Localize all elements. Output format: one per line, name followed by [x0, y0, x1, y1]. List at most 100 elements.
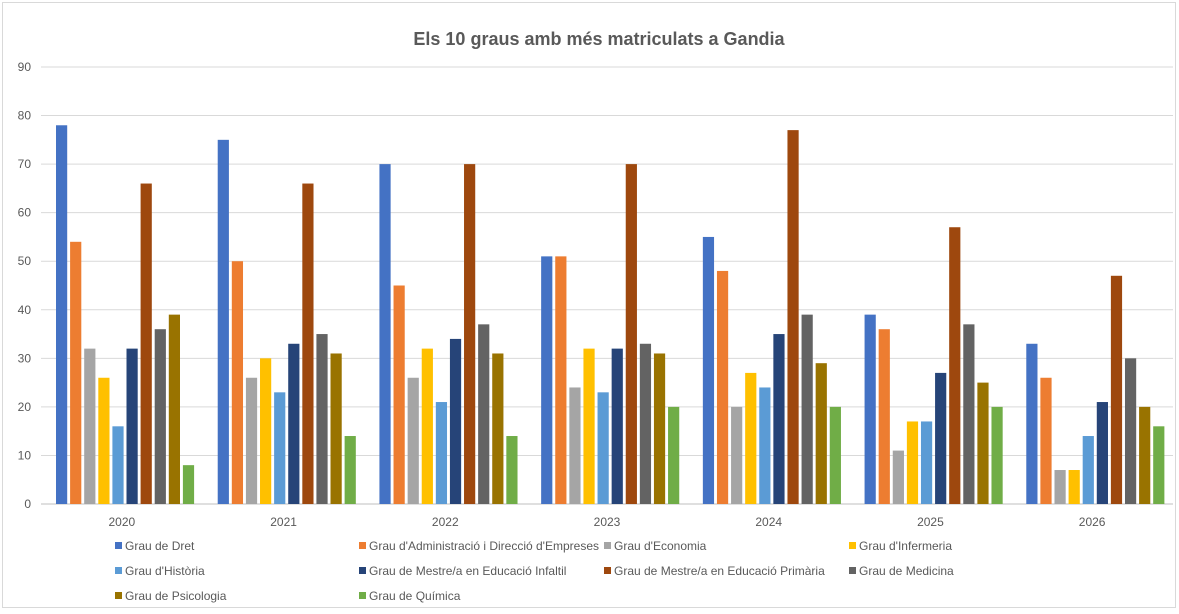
bar	[668, 406, 680, 504]
legend-swatch	[604, 567, 611, 574]
bar	[878, 329, 890, 504]
bar	[330, 353, 342, 504]
bar	[541, 256, 553, 504]
legend-item: Grau de Química	[359, 589, 461, 603]
bar	[492, 353, 504, 504]
bar	[274, 392, 286, 504]
bar	[245, 377, 258, 504]
bar	[379, 164, 391, 504]
bar	[653, 353, 666, 504]
y-tick-label: 30	[18, 351, 32, 365]
bar	[56, 125, 68, 505]
bar	[759, 387, 771, 504]
bar	[1068, 470, 1080, 504]
bar	[478, 324, 490, 504]
y-tick-label: 80	[18, 109, 32, 123]
bar	[991, 406, 1003, 504]
bar	[126, 348, 138, 504]
legend-swatch	[359, 592, 366, 599]
legend-label: Grau de Medicina	[859, 564, 954, 578]
legend-swatch	[359, 542, 366, 549]
bar	[302, 183, 314, 505]
legend-label: Grau de Mestre/a en Educació Primària	[614, 564, 825, 578]
bar	[639, 343, 652, 504]
bar	[1026, 343, 1038, 504]
bar	[1054, 470, 1066, 504]
y-tick-label: 60	[18, 206, 32, 220]
legend-item: Grau de Medicina	[849, 564, 954, 578]
legend-label: Grau de Psicologia	[125, 589, 227, 603]
bar	[344, 436, 356, 504]
bar	[1040, 377, 1052, 504]
bar	[140, 183, 152, 505]
x-tick-label: 2021	[270, 515, 297, 529]
legend-item: Grau de Mestre/a en Educació Primària	[604, 564, 825, 578]
bar	[260, 358, 272, 504]
legend-item: Grau d'Història	[115, 564, 205, 578]
legend-item: Grau d'Economia	[604, 539, 707, 553]
bar	[949, 227, 961, 504]
bar	[1153, 426, 1165, 504]
bar	[112, 426, 124, 504]
bar	[70, 241, 82, 505]
bar	[217, 139, 229, 505]
legend-label: Grau de Dret	[125, 539, 195, 553]
bar	[1124, 358, 1137, 504]
y-tick-label: 50	[18, 254, 32, 268]
y-tick-label: 70	[18, 157, 32, 171]
bar	[864, 314, 876, 504]
bar	[288, 343, 300, 504]
bar	[815, 363, 827, 504]
y-tick-label: 90	[18, 60, 32, 74]
y-tick-label: 0	[24, 497, 31, 511]
chart-title: Els 10 graus amb més matriculats a Gandi…	[413, 29, 785, 49]
bar	[625, 164, 637, 504]
x-tick-label: 2026	[1079, 515, 1106, 529]
legend-label: Grau de Mestre/a en Educació Infaltil	[369, 564, 566, 578]
bar	[555, 256, 567, 504]
x-tick-label: 2020	[109, 515, 136, 529]
bar	[84, 348, 96, 504]
bar	[745, 372, 757, 504]
bar	[435, 402, 448, 504]
bar-chart: Els 10 graus amb més matriculats a Gandi…	[18, 29, 1173, 603]
x-tick-label: 2023	[594, 515, 621, 529]
bars	[56, 125, 1165, 505]
legend-swatch	[849, 567, 856, 574]
y-tick-label: 40	[18, 303, 32, 317]
bar	[731, 406, 743, 504]
bar	[935, 372, 947, 504]
legend-swatch	[115, 542, 122, 549]
legend-label: Grau d'Infermeria	[859, 539, 952, 553]
bar	[569, 387, 581, 504]
bar	[449, 338, 462, 504]
legend-swatch	[359, 567, 366, 574]
bar	[421, 348, 433, 504]
bar	[1139, 406, 1151, 504]
bar	[597, 392, 609, 504]
bar	[787, 130, 799, 504]
x-axis-tick-labels: 2020 2021 2022 2023 2024 2025 2026	[109, 515, 1106, 529]
bar	[977, 382, 989, 504]
legend-label: Grau d'Administració i Direcció d'Empres…	[369, 539, 599, 553]
bar	[98, 377, 110, 504]
bar	[906, 421, 919, 504]
x-tick-label: 2022	[432, 515, 459, 529]
legend-item: Grau d'Administració i Direcció d'Empres…	[359, 539, 599, 553]
bar	[702, 236, 715, 504]
bar	[963, 324, 975, 504]
bar	[583, 348, 595, 504]
bar	[168, 314, 180, 504]
legend-item: Grau de Dret	[115, 539, 195, 553]
bar	[1096, 402, 1108, 504]
gridlines	[41, 66, 1173, 505]
bar	[611, 348, 623, 504]
bar	[182, 465, 195, 504]
bar	[892, 450, 904, 504]
x-tick-label: 2025	[917, 515, 944, 529]
bar	[407, 377, 419, 504]
legend-item: Grau d'Infermeria	[849, 539, 952, 553]
bar	[716, 270, 729, 504]
bar	[920, 421, 933, 504]
